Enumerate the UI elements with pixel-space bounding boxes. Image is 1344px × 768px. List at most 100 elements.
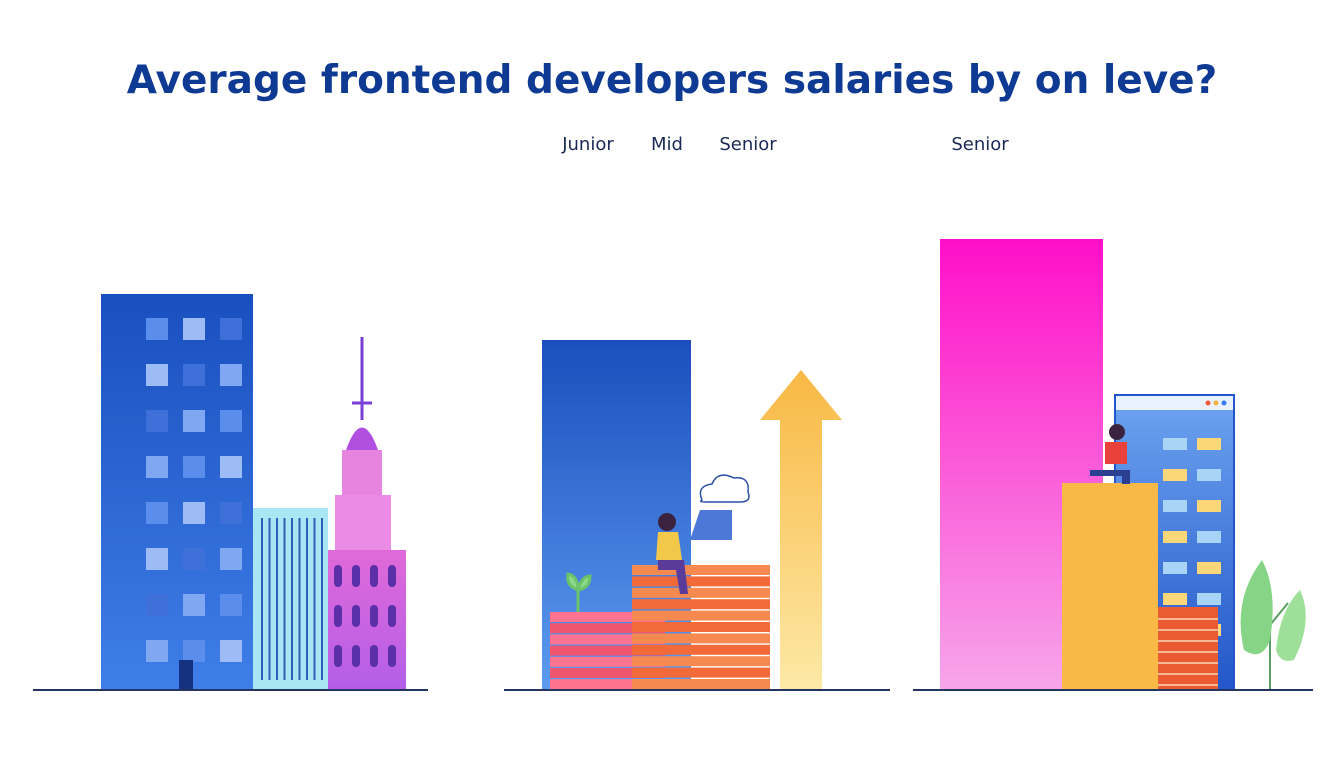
windows xyxy=(146,318,242,662)
window xyxy=(1163,500,1187,512)
coin xyxy=(632,587,770,598)
dot xyxy=(1221,400,1227,406)
level-label: Mid xyxy=(651,134,683,155)
window xyxy=(1163,593,1187,605)
arch-window xyxy=(388,645,396,667)
person-body xyxy=(1105,442,1127,464)
arch-window xyxy=(352,645,360,667)
door xyxy=(179,660,193,690)
window xyxy=(220,548,242,570)
dome xyxy=(346,427,378,450)
bricks xyxy=(1158,618,1218,686)
growth-arrow xyxy=(760,370,842,690)
coin xyxy=(550,679,665,690)
window xyxy=(146,594,168,616)
coin xyxy=(632,633,770,644)
arches xyxy=(334,565,396,667)
window xyxy=(146,456,168,478)
window xyxy=(146,410,168,432)
coin xyxy=(550,612,665,622)
arch-window xyxy=(370,605,378,627)
tree-leaf xyxy=(1276,590,1306,661)
dot xyxy=(1213,400,1219,406)
arch-window xyxy=(388,565,396,587)
arch-window xyxy=(352,565,360,587)
person-legs xyxy=(1090,470,1130,484)
window xyxy=(183,410,205,432)
coin xyxy=(632,610,770,621)
window xyxy=(1197,531,1221,543)
window xyxy=(1197,469,1221,481)
window xyxy=(146,364,168,386)
window xyxy=(220,410,242,432)
arch-window xyxy=(352,605,360,627)
title: Average frontend developers salaries by … xyxy=(127,58,1218,103)
yellow-block xyxy=(1062,483,1158,690)
window xyxy=(183,502,205,524)
window xyxy=(183,548,205,570)
window xyxy=(183,640,205,662)
coin xyxy=(632,576,770,587)
window xyxy=(1197,593,1221,605)
person-body xyxy=(656,532,682,560)
tree-leaf xyxy=(1240,560,1273,655)
sprout xyxy=(566,572,592,612)
cloud xyxy=(699,474,750,503)
browser-bar xyxy=(1116,396,1233,410)
brick-wall xyxy=(1158,607,1218,690)
window xyxy=(1163,531,1187,543)
window xyxy=(146,640,168,662)
coin xyxy=(550,623,665,634)
coin xyxy=(632,667,770,678)
arch-window xyxy=(334,565,342,587)
glass-building xyxy=(253,508,328,690)
level-label: Senior xyxy=(719,134,777,155)
person-legs xyxy=(658,560,688,594)
coin xyxy=(632,644,770,655)
window xyxy=(146,318,168,340)
window xyxy=(183,318,205,340)
tower-top xyxy=(342,450,382,495)
coin xyxy=(550,634,665,645)
coin xyxy=(550,656,665,667)
window xyxy=(220,456,242,478)
person-head xyxy=(658,513,676,531)
window xyxy=(1197,562,1221,574)
window xyxy=(220,318,242,340)
window xyxy=(1197,500,1221,512)
arch-window xyxy=(388,605,396,627)
arch-window xyxy=(370,645,378,667)
window xyxy=(1163,562,1187,574)
window xyxy=(220,364,242,386)
tower-mid xyxy=(335,495,391,550)
dot xyxy=(1205,400,1211,406)
laptop xyxy=(690,510,732,540)
arch-window xyxy=(334,645,342,667)
person-head xyxy=(1109,424,1125,440)
tower-building xyxy=(101,294,253,690)
window xyxy=(183,456,205,478)
arch-window xyxy=(370,565,378,587)
coin xyxy=(632,656,770,667)
window xyxy=(1163,438,1187,450)
window xyxy=(1163,469,1187,481)
window xyxy=(220,502,242,524)
coin xyxy=(632,599,770,610)
coin xyxy=(632,565,770,575)
level-label: Senior xyxy=(951,134,1009,155)
coin xyxy=(632,622,770,632)
window xyxy=(183,364,205,386)
window xyxy=(220,594,242,616)
stripes xyxy=(261,518,323,680)
arch-window xyxy=(334,605,342,627)
window xyxy=(146,548,168,570)
coin xyxy=(632,679,770,689)
coin-stacks xyxy=(550,565,770,690)
window xyxy=(220,640,242,662)
coin xyxy=(550,645,665,656)
level-label: Junior xyxy=(561,134,614,155)
window xyxy=(146,502,168,524)
window xyxy=(1197,438,1221,450)
